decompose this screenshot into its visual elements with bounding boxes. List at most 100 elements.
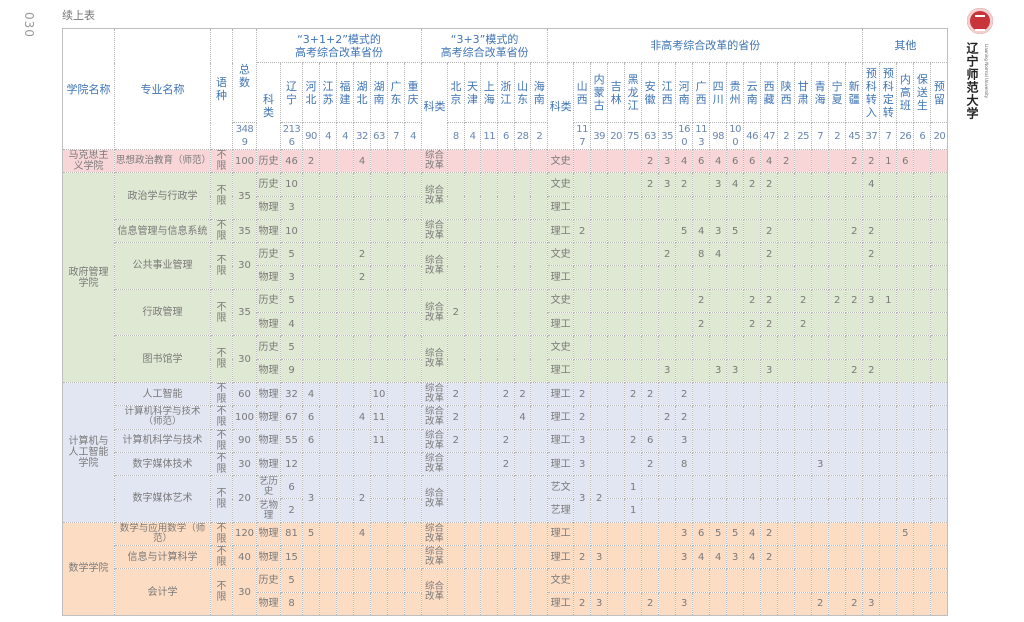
other-quota-cell: [913, 148, 932, 174]
quota-cell: [641, 545, 660, 570]
quota-cell: [828, 335, 847, 360]
subject-type-312: 物理: [256, 591, 281, 616]
subject-type-non-reform: 理工: [547, 405, 575, 430]
page-number: 030: [22, 12, 36, 38]
table-row: 计算机科学与技术 不限 90 物理 55 6 11 综合改革 2 2 理工 3 2 6 3: [62, 428, 949, 453]
subject-type-312: 物理: [256, 451, 281, 477]
province-header: 西藏: [760, 62, 779, 123]
quota-cell: 11: [370, 405, 388, 430]
quota-cell: [497, 172, 515, 220]
language-value: 不限: [210, 381, 233, 407]
language-column-header: 语种: [210, 28, 233, 150]
major-total: 100: [232, 148, 257, 174]
quota-cell: [590, 265, 609, 290]
major-name: 思想政治教育（师范）: [114, 148, 211, 174]
quota-cell: [590, 568, 609, 593]
major-name: 会计学: [114, 568, 211, 616]
quota-cell: [726, 475, 745, 500]
other-quota-cell: [913, 218, 932, 244]
quota-cell: [692, 498, 711, 523]
province-header: 湖南: [370, 62, 388, 123]
quota-cell: [607, 475, 626, 500]
quota-cell: [692, 451, 711, 477]
quota-cell: [403, 381, 423, 407]
subject-type-312: 历史: [256, 148, 281, 174]
quota-cell: [387, 288, 405, 314]
major-name: 人工智能: [114, 381, 211, 407]
group-non-reform-header: 非高考综合改革的省份: [547, 28, 864, 63]
quota-cell: [692, 335, 711, 360]
quota-cell: [530, 545, 549, 570]
quota-cell: [760, 381, 779, 407]
quota-cell: [387, 312, 405, 337]
quota-cell: [811, 498, 830, 523]
quota-cell: 2: [760, 545, 779, 570]
quota-cell: [370, 148, 388, 174]
other-quota-cell: [913, 335, 932, 360]
quota-cell: [463, 428, 482, 453]
quota-cell: [353, 172, 371, 197]
quota-cell: [336, 428, 354, 453]
quota-cell: [624, 405, 643, 430]
quota-cell: [845, 521, 864, 547]
quota-cell: [530, 405, 549, 430]
quota-cell: [590, 521, 609, 547]
quota-cell: [777, 545, 796, 570]
other-quota-cell: [896, 358, 915, 383]
quota-cell: [658, 568, 677, 593]
quota-cell: [641, 242, 660, 267]
quota-cell: [530, 381, 549, 407]
quota-cell: 8: [675, 451, 694, 477]
province-count: 4: [319, 122, 337, 150]
quota-cell: [370, 195, 388, 220]
quota-cell: [353, 312, 371, 337]
quota-cell: 2: [573, 405, 592, 430]
province-count: 100: [726, 122, 745, 150]
other-count: 26: [896, 122, 915, 150]
quota-cell: [336, 591, 354, 616]
quota-cell: [658, 312, 677, 337]
subject-type-non-reform: 文史: [547, 148, 575, 174]
quota-cell: [319, 381, 337, 407]
quota-cell: [513, 568, 532, 616]
quota-cell: 3: [709, 358, 728, 383]
quota-cell: [319, 475, 337, 500]
province-header: 上海: [480, 62, 499, 123]
quota-cell: [403, 521, 423, 547]
reform-33-label: 综合改革: [421, 148, 449, 174]
quota-cell: [463, 405, 482, 430]
quota-cell: [387, 451, 405, 477]
other-quota-cell: [862, 428, 881, 453]
quota-cell: [387, 381, 405, 407]
other-quota-cell: [879, 335, 898, 360]
other-quota-cell: [913, 242, 932, 267]
quota-cell: [590, 242, 609, 267]
quota-cell: [302, 358, 320, 383]
quota-cell: [743, 591, 762, 616]
other-quota-cell: [879, 312, 898, 337]
quota-cell: 6: [280, 475, 303, 500]
other-quota-cell: [896, 568, 915, 593]
province-header: 新疆: [845, 62, 864, 123]
quota-cell: [513, 451, 532, 477]
quota-cell: [692, 381, 711, 407]
quota-cell: [760, 265, 779, 290]
table-row: 政府管理学院 政治学与行政学 不限 35 历史 10 综合改革 文史 2 3 2 3 4 2 2 4: [62, 172, 949, 383]
quota-cell: [319, 591, 337, 616]
quota-cell: [387, 335, 405, 360]
quota-cell: [573, 358, 592, 383]
quota-cell: [726, 591, 745, 616]
other-quota-cell: [879, 568, 898, 593]
quota-cell: [675, 358, 694, 383]
quota-cell: [480, 451, 499, 477]
quota-cell: [480, 475, 499, 523]
subject-type-non-reform: 文史: [547, 172, 575, 197]
quota-cell: [370, 545, 388, 570]
subject-type-312: 历史: [256, 335, 281, 360]
province-count: 75: [624, 122, 643, 150]
quota-cell: [480, 148, 499, 174]
quota-cell: [302, 195, 320, 220]
quota-cell: [319, 312, 337, 337]
other-quota-cell: [896, 545, 915, 570]
quota-cell: [463, 451, 482, 477]
